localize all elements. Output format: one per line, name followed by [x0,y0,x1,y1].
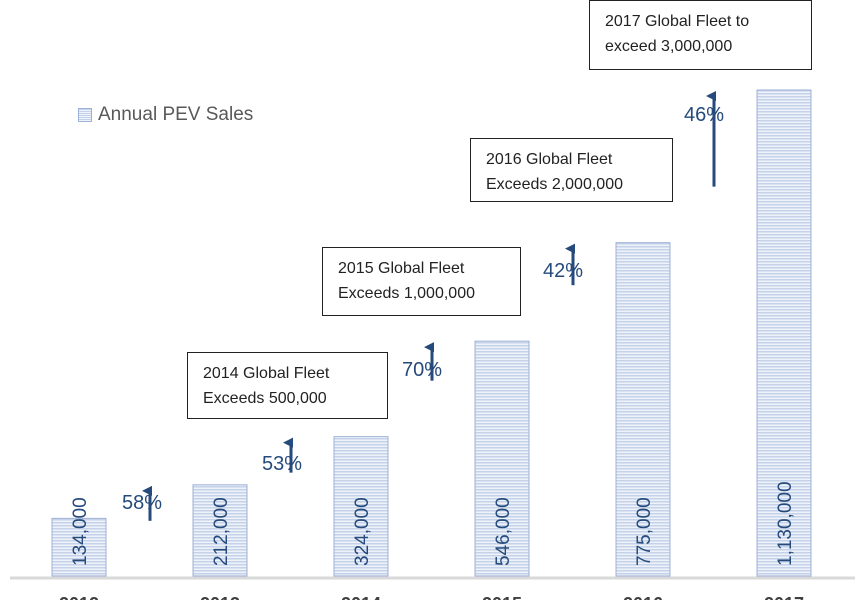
bar-value-label-2017: 1,130,000 [775,481,796,566]
bar-2017 [756,89,812,577]
x-tick-label-2017: 2017 [764,594,804,600]
bar-2013 [192,484,248,577]
bar-2014 [333,436,389,577]
legend-swatch-annual-pev-sales [78,108,92,122]
x-tick-labels-group: 2012 2013 2014 2015 2016 2017 [59,594,804,600]
legend-label-annual-pev-sales: Annual PEV Sales [98,104,254,125]
value-labels-group: 134,000 212,000 324,000 546,000 775,000 1,130… [70,481,796,566]
bar-value-label-2014: 324,000 [352,497,373,566]
bar-2016 [615,242,671,577]
annotation-2014-line1: 2014 Global Fleet [203,365,330,382]
bar-value-label-2016: 775,000 [634,497,655,566]
annotation-2017-line1: 2017 Global Fleet to [605,13,750,30]
x-tick-label-2012: 2012 [59,594,99,600]
x-tick-label-2013: 2013 [200,594,240,600]
growth-arrows-group [142,91,716,521]
growth-label-2015: 70% [402,359,443,381]
growth-label-2014: 53% [262,453,303,475]
x-tick-label-2014: 2014 [341,594,381,600]
x-tick-label-2016: 2016 [623,594,663,600]
growth-label-2016: 42% [543,260,584,282]
growth-label-2017: 46% [684,104,725,126]
bar-2012 [51,517,107,577]
annotation-2016-line1: 2016 Global Fleet [486,151,613,168]
bar-value-label-2015: 546,000 [493,497,514,566]
annotation-2016-line2: Exceeds 2,000,000 [486,176,623,193]
bar-2015 [474,340,530,577]
bar-value-label-2013: 212,000 [211,497,232,566]
x-tick-label-2015: 2015 [482,594,522,600]
annotation-box-2016: 2016 Global Fleet Exceeds 2,000,000 [470,138,673,202]
bars-group [51,89,812,577]
legend: Annual PEV Sales [78,104,253,126]
annotation-2015-line1: 2015 Global Fleet [338,260,465,277]
annotation-2017-line2: exceed 3,000,000 [605,38,733,55]
annotation-box-2017: 2017 Global Fleet to exceed 3,000,000 [589,0,812,70]
growth-label-2013: 58% [122,492,163,514]
annotation-2015-line2: Exceeds 1,000,000 [338,285,475,302]
annotation-2014-line2: Exceeds 500,000 [203,390,327,407]
annotation-box-2014: 2014 Global Fleet Exceeds 500,000 [187,352,388,419]
annotation-box-2015: 2015 Global Fleet Exceeds 1,000,000 [322,247,521,316]
bar-value-label-2012: 134,000 [70,497,91,566]
